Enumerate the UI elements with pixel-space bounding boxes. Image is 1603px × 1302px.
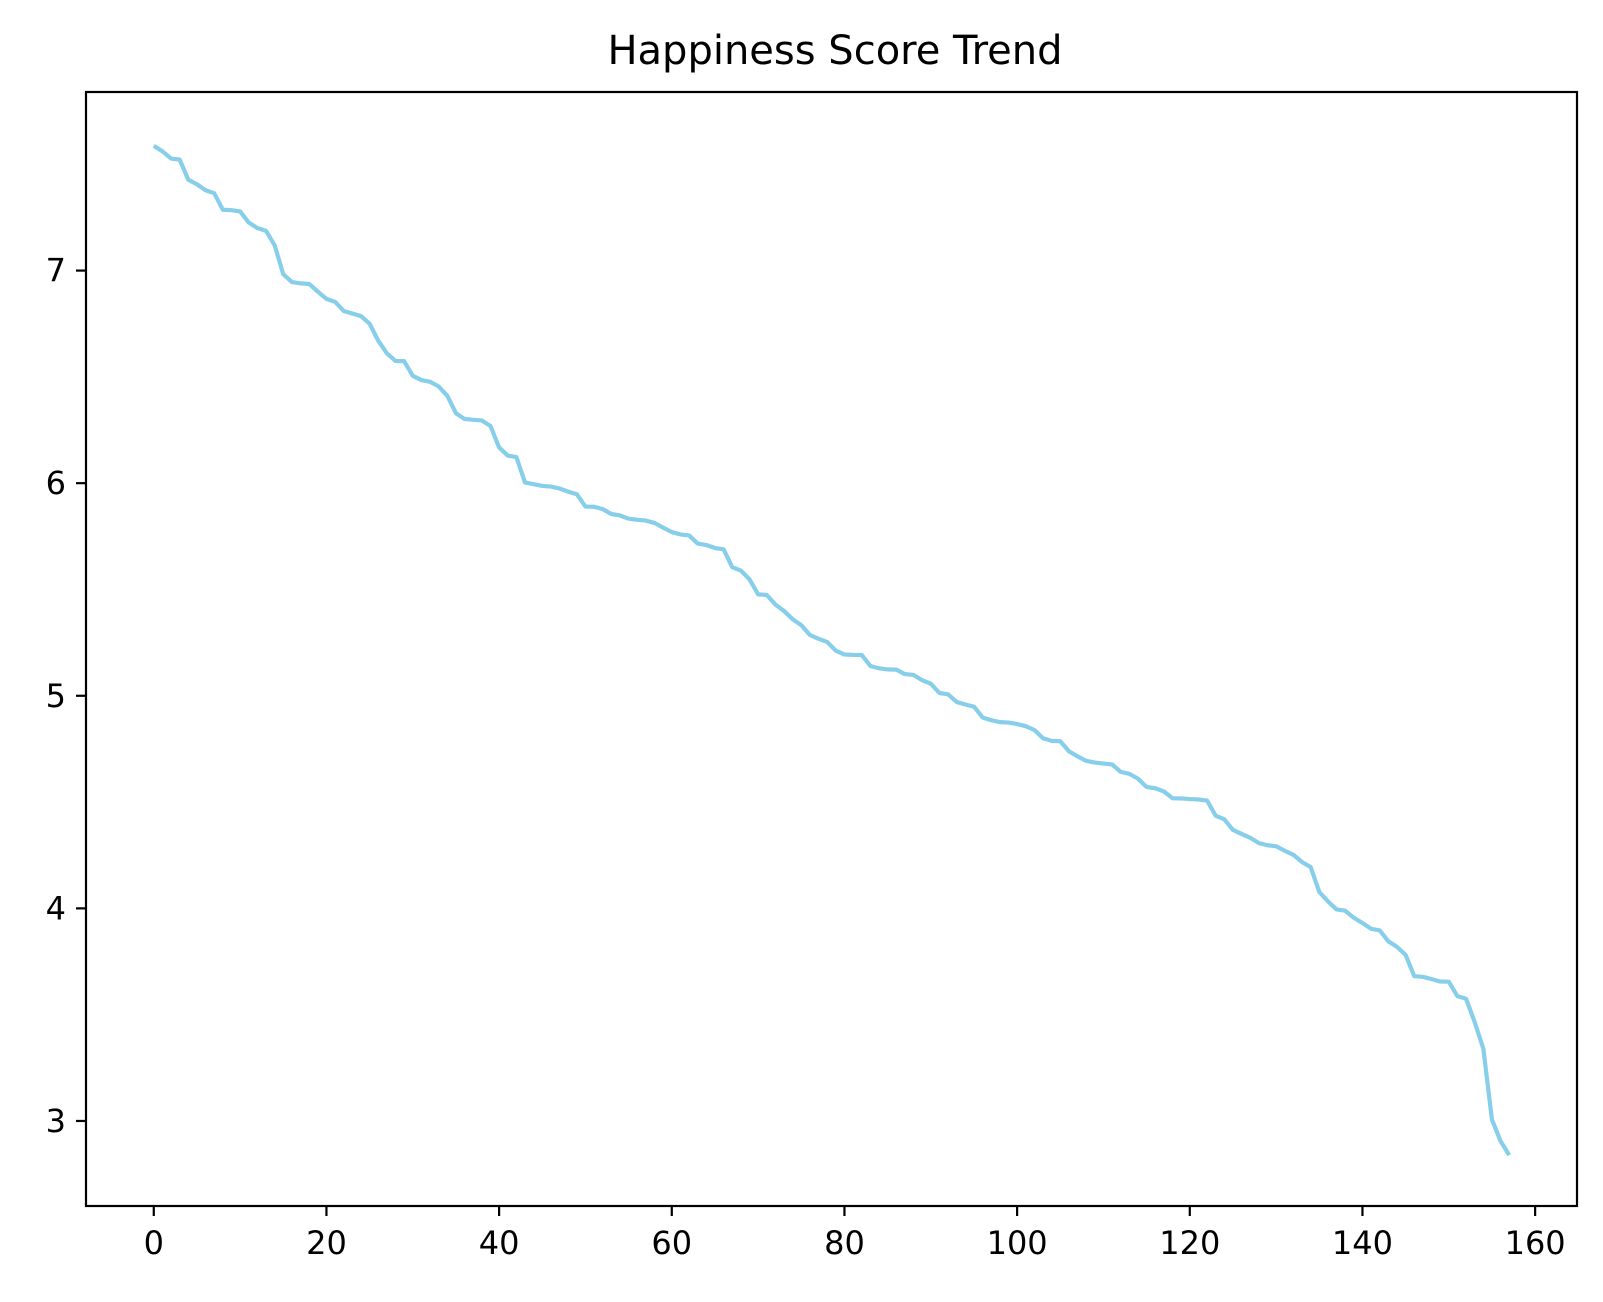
chart-title: Happiness Score Trend: [607, 28, 1062, 74]
x-axis: 0 20 40 60 80 100 120 140 160: [144, 1206, 1566, 1262]
x-tick-label: 120: [1159, 1224, 1220, 1262]
x-tick-label: 60: [651, 1224, 692, 1262]
series-line: [152, 144, 1512, 1157]
y-tick-label: 4: [46, 889, 66, 927]
y-tick-label: 5: [46, 677, 66, 715]
x-tick-label: 100: [987, 1224, 1048, 1262]
x-tick-label: 160: [1505, 1224, 1566, 1262]
x-tick-label: 140: [1332, 1224, 1393, 1262]
y-tick-label: 3: [46, 1102, 66, 1140]
x-tick-label: 0: [144, 1224, 164, 1262]
plot-area: [152, 144, 1512, 1157]
x-tick-label: 20: [306, 1224, 347, 1262]
x-tick-label: 80: [824, 1224, 865, 1262]
y-axis: 3 4 5 6 7: [46, 252, 86, 1140]
axes-frame: [84, 90, 1579, 1208]
x-tick-label: 40: [479, 1224, 520, 1262]
y-tick-label: 6: [46, 464, 66, 502]
y-tick-label: 7: [46, 252, 66, 290]
